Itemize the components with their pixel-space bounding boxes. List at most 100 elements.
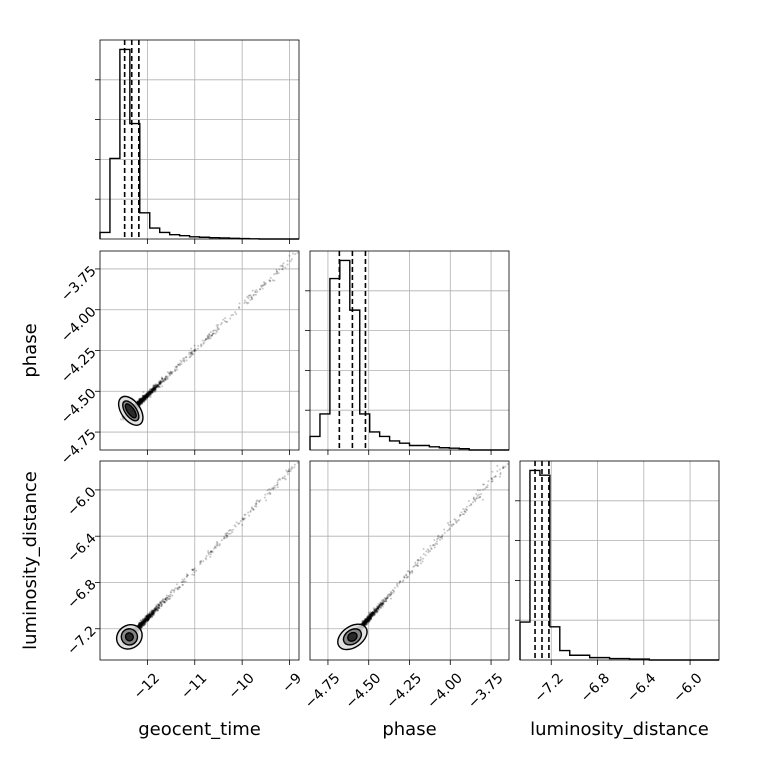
sample-point xyxy=(155,386,158,389)
sample-point xyxy=(147,614,150,617)
sample-point xyxy=(144,394,147,397)
sample-point xyxy=(143,397,146,400)
sample-point xyxy=(277,272,280,275)
sample-point xyxy=(159,380,162,383)
sample-point xyxy=(164,376,167,379)
sample-point xyxy=(149,393,152,396)
sample-point xyxy=(139,400,142,403)
sample-point xyxy=(249,298,252,301)
sample-point xyxy=(145,393,148,396)
sample-point xyxy=(140,400,143,403)
sample-point xyxy=(161,380,164,383)
sample-point xyxy=(154,388,157,391)
sample-point xyxy=(144,619,147,622)
sample-point xyxy=(139,402,142,405)
sample-point xyxy=(141,622,144,625)
sample-point xyxy=(152,388,155,391)
sample-point xyxy=(432,544,435,547)
sample-point xyxy=(140,397,143,400)
sample-point xyxy=(140,399,143,402)
sample-point xyxy=(178,586,181,589)
y-axis-label-phase: phase xyxy=(20,323,41,377)
sample-point xyxy=(141,398,144,401)
sample-point xyxy=(140,398,143,401)
sample-point xyxy=(143,397,146,400)
sample-point xyxy=(433,538,436,541)
sample-point xyxy=(145,393,148,396)
sample-point xyxy=(148,393,151,396)
sample-point xyxy=(152,388,155,391)
sample-point xyxy=(154,384,157,387)
sample-point xyxy=(467,499,470,502)
sample-point xyxy=(177,363,180,366)
sample-point xyxy=(143,398,146,401)
sample-point xyxy=(139,401,142,404)
sample-point xyxy=(174,368,177,371)
sample-point xyxy=(465,505,468,508)
sample-point xyxy=(156,385,159,388)
y-tick-label: −4.75 xyxy=(58,426,100,468)
sample-point xyxy=(441,537,444,540)
sample-point xyxy=(145,394,148,397)
sample-point xyxy=(149,388,152,391)
sample-point xyxy=(149,393,152,396)
sample-point xyxy=(148,391,151,394)
sample-point xyxy=(142,397,145,400)
sample-point xyxy=(153,385,156,388)
sample-point xyxy=(150,392,153,395)
sample-point xyxy=(175,583,178,586)
sample-point xyxy=(153,386,156,389)
sample-point xyxy=(136,400,139,403)
sample-point xyxy=(143,394,146,397)
sample-point xyxy=(438,536,441,539)
x-tick-label: −9 xyxy=(279,670,305,696)
sample-point xyxy=(174,365,177,368)
sample-point xyxy=(139,401,142,404)
sample-point xyxy=(138,400,141,403)
sample-point xyxy=(158,380,161,383)
sample-point xyxy=(143,397,146,400)
sample-point xyxy=(165,376,168,379)
sample-point xyxy=(142,398,145,401)
sample-point xyxy=(170,371,173,374)
sample-point xyxy=(137,400,140,403)
sample-point xyxy=(142,396,145,399)
sample-point xyxy=(170,370,173,373)
sample-point xyxy=(416,564,419,567)
sample-point xyxy=(382,601,385,604)
contour-fill xyxy=(125,403,137,418)
sample-point xyxy=(164,598,167,601)
sample-point xyxy=(141,399,144,402)
sample-point xyxy=(460,511,463,514)
histogram-step-luminosity_distance xyxy=(519,469,719,661)
sample-point xyxy=(144,396,147,399)
sample-point xyxy=(153,388,156,391)
sample-point xyxy=(139,400,142,403)
sample-point xyxy=(243,517,246,520)
sample-point xyxy=(151,389,154,392)
sample-point xyxy=(138,402,141,405)
sample-point xyxy=(224,317,227,320)
sample-point xyxy=(206,337,209,340)
sample-point xyxy=(163,377,166,380)
sample-point xyxy=(142,623,145,626)
sample-point xyxy=(155,386,158,389)
sample-point xyxy=(141,399,144,402)
sample-point xyxy=(139,402,142,405)
sample-point xyxy=(148,391,151,394)
sample-point xyxy=(168,595,171,598)
sample-point xyxy=(248,514,251,517)
sample-point xyxy=(151,612,154,615)
sample-point xyxy=(138,401,141,404)
sample-point xyxy=(383,596,386,599)
sample-point xyxy=(139,398,142,401)
sample-point xyxy=(144,396,147,399)
sample-point xyxy=(154,387,157,390)
sample-point xyxy=(150,392,153,395)
sample-point xyxy=(496,470,499,473)
sample-point xyxy=(152,387,155,390)
sample-point xyxy=(138,399,141,402)
sample-point xyxy=(160,381,163,384)
sample-point xyxy=(169,373,172,376)
sample-point xyxy=(153,385,156,388)
